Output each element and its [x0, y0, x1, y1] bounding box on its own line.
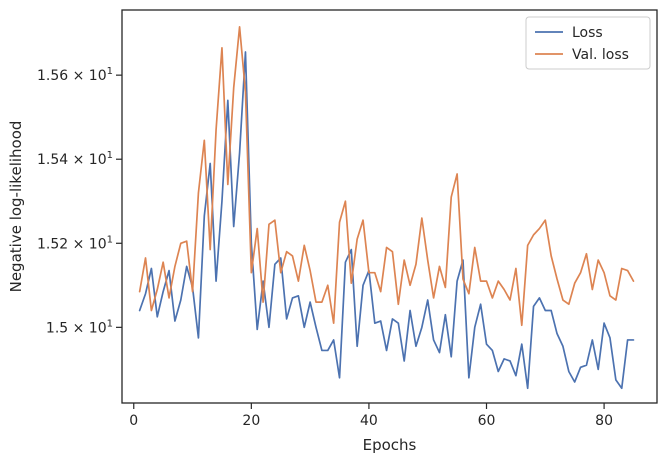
- x-tick-label: 60: [478, 413, 496, 429]
- legend-label: Loss: [572, 25, 603, 41]
- series-line-val-loss: [138, 25, 635, 327]
- series-line-loss: [138, 51, 635, 390]
- plot-frame: [121, 9, 658, 404]
- legend-box: [525, 16, 651, 70]
- x-axis: 0 20 40 60 80: [129, 403, 613, 429]
- x-axis-label: Epochs: [363, 436, 417, 454]
- legend: Loss Val. loss: [525, 16, 651, 70]
- y-axis-label: Negative log-likelihood: [7, 121, 25, 293]
- legend-label: Val. loss: [572, 47, 629, 63]
- x-tick-label: 80: [595, 413, 613, 429]
- x-tick-label: 0: [129, 413, 138, 429]
- y-axis: 1.5 × 101 1.52 × 101 1.54 × 101 1.56 × 101: [37, 66, 122, 336]
- x-tick-label: 20: [242, 413, 260, 429]
- series-layer: [138, 25, 635, 390]
- y-tick-label: 1.52 × 101: [37, 234, 113, 252]
- y-tick-label: 1.54 × 101: [37, 150, 113, 168]
- y-tick-label: 1.56 × 101: [37, 66, 113, 84]
- y-tick-label: 1.5 × 101: [46, 318, 113, 336]
- x-tick-label: 40: [360, 413, 378, 429]
